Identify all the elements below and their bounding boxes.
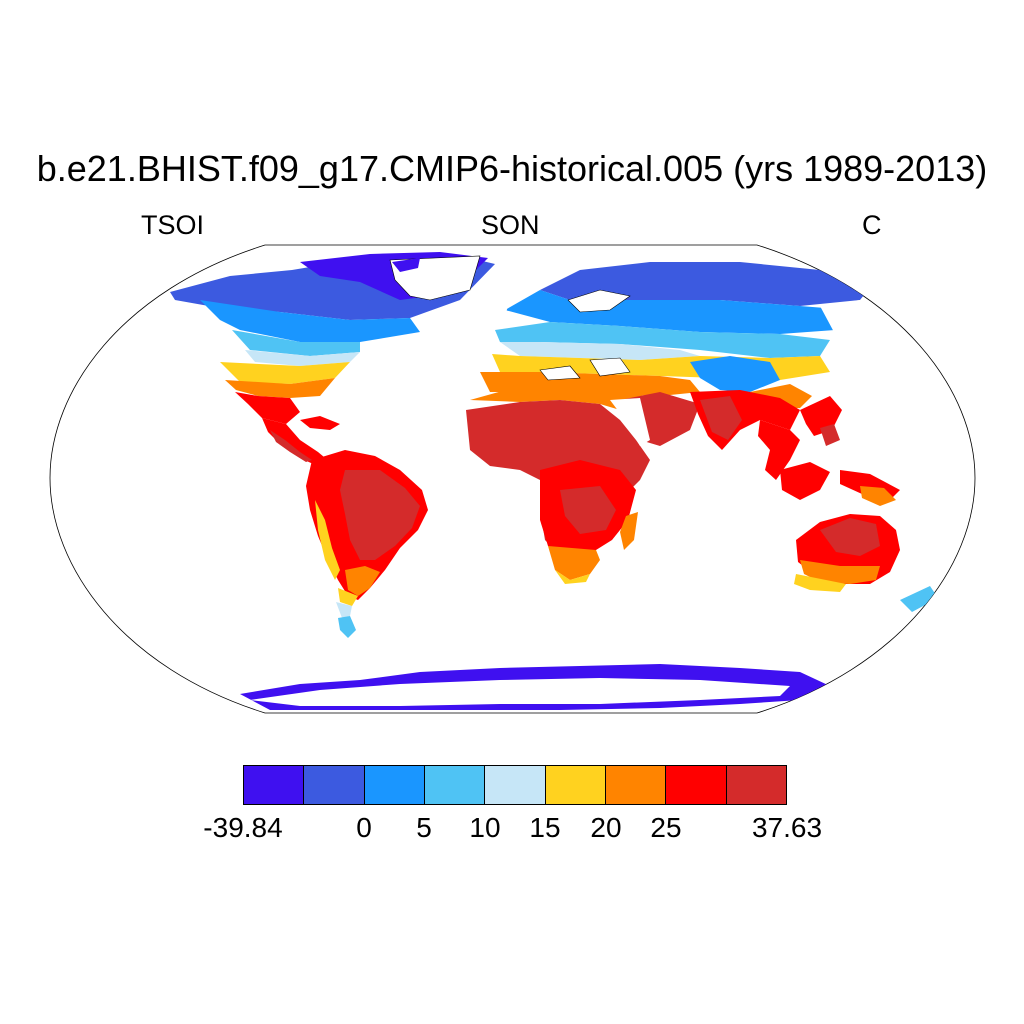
units-label: C [862, 210, 882, 240]
south-america [306, 450, 428, 638]
colorbar-box [726, 766, 786, 804]
colorbar-box [545, 766, 606, 804]
colorbar-box [364, 766, 425, 804]
africa [466, 380, 700, 584]
colorbar-box [424, 766, 486, 804]
colorbar-tick-label: 0 [356, 812, 372, 843]
south-asia [690, 390, 900, 506]
colorbar-tick-label: 25 [650, 812, 682, 843]
colorbar-tick-label: 20 [590, 812, 622, 843]
eurasia [480, 262, 868, 408]
colorbar-box [485, 766, 546, 804]
colorbar-box [304, 766, 365, 804]
colorbar-tick-label: 15 [529, 812, 561, 843]
antarctica [240, 664, 830, 710]
colorbar-tick-label: 10 [469, 812, 501, 843]
colorbar-tick-label: 5 [416, 812, 432, 843]
greenland [389, 255, 481, 301]
colorbar [243, 765, 787, 805]
colorbar-box [666, 766, 727, 804]
colorbar-box [244, 766, 305, 804]
variable-label: TSOI [141, 210, 205, 240]
colorbar-tick-label: 37.63 [751, 812, 823, 843]
season-label: SON [481, 210, 540, 240]
australia [794, 514, 938, 612]
colorbar-box [605, 766, 667, 804]
colorbar-tick-label: -39.84 [203, 812, 283, 843]
plot-title: b.e21.BHIST.f09_g17.CMIP6-historical.005… [36, 148, 988, 189]
